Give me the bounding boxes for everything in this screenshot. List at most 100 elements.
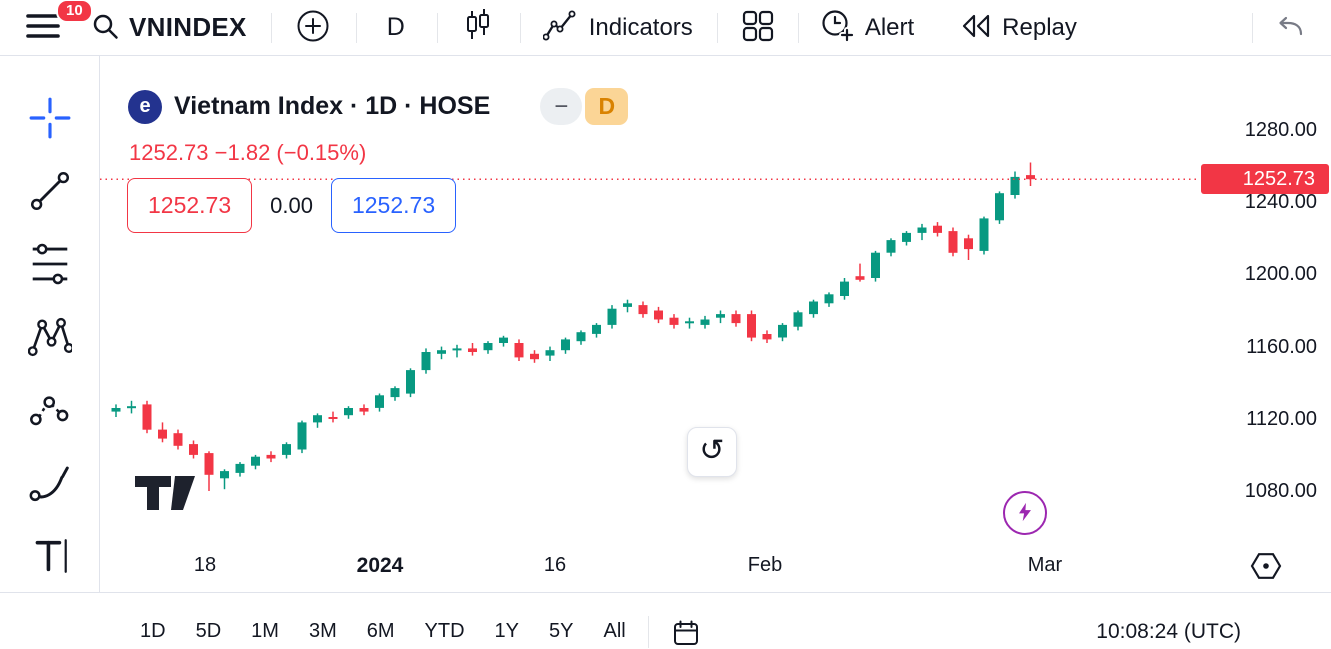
indicators-label: Indicators xyxy=(588,13,693,41)
candle-down xyxy=(359,408,369,412)
candle-down xyxy=(747,314,756,338)
text-tool-button[interactable] xyxy=(28,534,72,578)
candle-up xyxy=(623,303,632,307)
candle-up xyxy=(793,312,803,327)
candle-up xyxy=(111,408,121,412)
fib-retracement-tool-button[interactable] xyxy=(28,242,72,286)
chart-style-button[interactable] xyxy=(464,8,492,47)
candle-up xyxy=(685,321,694,324)
y-axis-label: 1280.00 xyxy=(1244,119,1317,141)
interval-label: D xyxy=(386,13,405,41)
range-1m-button[interactable]: 1M xyxy=(251,620,279,642)
candle-up xyxy=(886,240,896,253)
candle-down xyxy=(654,310,663,320)
candle-up xyxy=(561,339,570,351)
candle-up xyxy=(406,370,415,394)
ask-price-box[interactable]: 1252.73 xyxy=(330,178,457,233)
chart-pane[interactable]: e Vietnam Index · 1D · HOSE − D 1252.73 … xyxy=(100,56,1200,592)
price-axis[interactable]: 1252.73 1280.00 1240.00 1200.00 1160.00 1120… xyxy=(1200,56,1331,592)
candle-down xyxy=(669,317,679,325)
symbol-search-button[interactable]: VNINDEX xyxy=(92,12,247,43)
lightning-icon xyxy=(1014,500,1036,527)
candle-down xyxy=(638,305,648,315)
x-axis-label: 16 xyxy=(543,554,567,576)
candle-up xyxy=(995,193,1004,221)
go-to-date-button[interactable] xyxy=(673,620,699,649)
candle-up xyxy=(499,337,508,343)
compare-add-button[interactable] xyxy=(296,9,330,46)
candle-up xyxy=(344,408,353,416)
crosshair-tool-button[interactable] xyxy=(28,96,72,140)
candle-up xyxy=(251,456,260,466)
brush-icon xyxy=(28,466,72,508)
candle-up xyxy=(902,232,911,242)
refresh-icon: ↺ xyxy=(699,433,725,467)
replay-label: Replay xyxy=(1002,13,1077,41)
candle-down xyxy=(948,231,958,253)
candle-down xyxy=(468,348,477,352)
x-axis-label: 2024 xyxy=(356,554,404,577)
drawing-toolbar xyxy=(0,56,100,638)
y-axis-label: 1120.00 xyxy=(1246,408,1317,430)
candle-up xyxy=(607,308,617,325)
replay-button[interactable]: Replay xyxy=(960,12,1077,43)
candle-up xyxy=(545,350,555,356)
candle-up xyxy=(127,406,136,409)
range-5y-button[interactable]: 5Y xyxy=(549,620,574,642)
bottom-toolbar: 1D 5D 1M 3M 6M YTD 1Y 5Y All 10:08:24 (U… xyxy=(0,592,1331,648)
range-ytd-button[interactable]: YTD xyxy=(424,620,465,642)
x-axis-label: 18 xyxy=(193,554,217,576)
indicators-button[interactable]: Indicators xyxy=(542,10,693,45)
layout-grid-button[interactable] xyxy=(742,10,774,45)
range-all-button[interactable]: All xyxy=(603,620,626,642)
price-boxes-row: 1252.73 0.00 1252.73 xyxy=(127,178,457,233)
range-3m-button[interactable]: 3M xyxy=(308,620,337,642)
candle-up xyxy=(483,343,493,351)
collapse-toggle-button[interactable]: − xyxy=(540,88,583,125)
alert-button[interactable]: Alert xyxy=(821,9,914,46)
candle-down xyxy=(514,343,524,358)
trend-line-tool-button[interactable] xyxy=(28,169,72,213)
toolbar-separator xyxy=(270,12,272,43)
candle-up xyxy=(778,324,787,338)
spread-value: 0.00 xyxy=(270,192,313,218)
range-1d-button[interactable]: 1D xyxy=(140,620,166,642)
x-axis-label: Mar xyxy=(1027,554,1063,576)
candle-down xyxy=(731,314,741,324)
prediction-tool-button[interactable] xyxy=(28,388,72,432)
pattern-tool-button[interactable] xyxy=(27,315,74,359)
hamburger-icon xyxy=(26,11,60,44)
forecast-icon xyxy=(28,396,72,435)
trend-line-icon xyxy=(28,171,72,216)
interval-button[interactable]: D xyxy=(387,13,405,42)
candle-up xyxy=(979,218,989,251)
instant-trading-button[interactable] xyxy=(1003,491,1047,535)
range-5d-button[interactable]: 5D xyxy=(195,620,222,642)
candle-up xyxy=(576,332,586,342)
toolbar-separator xyxy=(1252,12,1253,43)
candle-down xyxy=(1026,175,1035,180)
menu-button[interactable] xyxy=(26,11,60,44)
range-6m-button[interactable]: 6M xyxy=(366,620,395,642)
reset-chart-button[interactable]: ↺ xyxy=(687,427,737,477)
object-tree-button[interactable] xyxy=(1250,552,1282,583)
range-1y-button[interactable]: 1Y xyxy=(494,620,520,642)
chart-title[interactable]: Vietnam Index · 1D · HOSE xyxy=(174,92,491,120)
timezone-clock-button[interactable]: 10:08:24 (UTC) xyxy=(1096,620,1241,643)
candlestick-icon xyxy=(464,8,492,47)
tradingview-logo[interactable] xyxy=(135,476,195,515)
brush-tool-button[interactable] xyxy=(28,461,72,505)
text-tool-icon xyxy=(28,539,72,581)
candle-up xyxy=(390,388,400,398)
alert-clock-icon xyxy=(821,9,855,46)
bid-price-box[interactable]: 1252.73 xyxy=(127,178,253,233)
search-icon xyxy=(92,13,119,43)
undo-button[interactable] xyxy=(1275,13,1305,42)
daily-interval-button[interactable]: D xyxy=(585,88,629,125)
price-change-summary: 1252.73 −1.82 (−0.15%) xyxy=(129,140,367,165)
replay-rewind-icon xyxy=(960,12,992,43)
symbol-name: VNINDEX xyxy=(129,12,247,42)
candle-down xyxy=(173,433,183,446)
candle-up xyxy=(313,415,322,423)
candle-up xyxy=(917,227,927,233)
